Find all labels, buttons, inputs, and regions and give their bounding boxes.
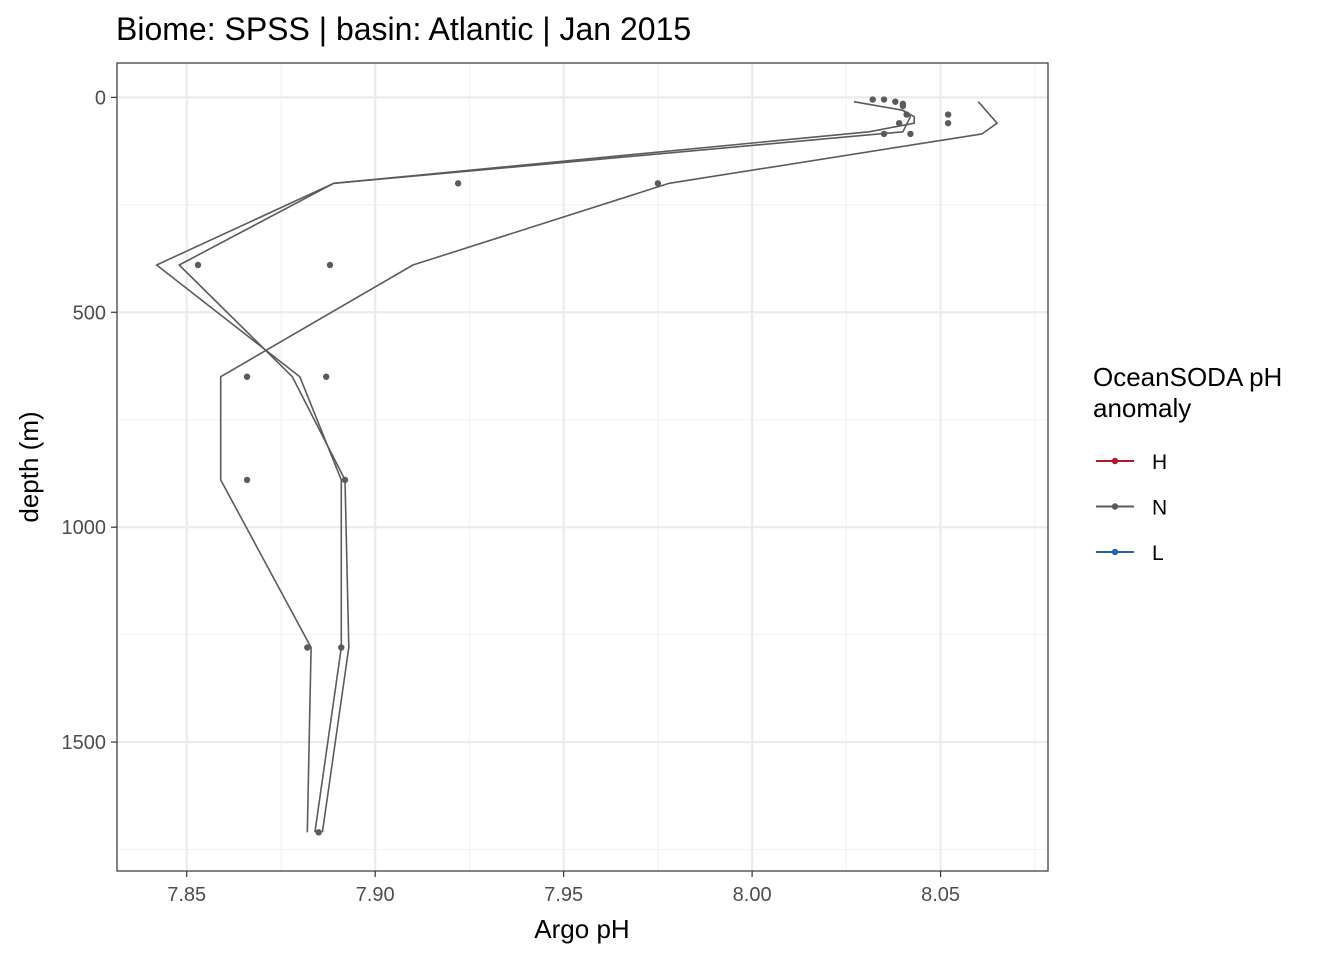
y-tick-label: 1500 bbox=[62, 732, 107, 754]
y-axis: 0 500 1000 1500 bbox=[62, 87, 117, 754]
x-axis: 7.85 7.90 7.95 8.00 8.05 bbox=[167, 871, 960, 906]
profile-point-N bbox=[899, 102, 907, 110]
profile-point-N bbox=[326, 261, 334, 269]
profile-point-N bbox=[892, 98, 899, 105]
x-tick-label: 7.90 bbox=[356, 884, 395, 906]
profile-point-N bbox=[895, 119, 903, 127]
major-gridlines bbox=[117, 63, 1048, 871]
legend-key-point-L bbox=[1111, 548, 1119, 556]
chart-title: Biome: SPSS | basin: Atlantic | Jan 2015 bbox=[116, 11, 691, 47]
x-tick-label: 8.05 bbox=[921, 884, 960, 906]
legend-label-N: N bbox=[1152, 497, 1167, 520]
legend-label-L: L bbox=[1152, 542, 1164, 565]
x-axis-title: Argo pH bbox=[534, 914, 629, 944]
profile-point-N bbox=[903, 111, 910, 118]
profile-point-N bbox=[338, 644, 345, 651]
y-tick-label: 0 bbox=[95, 87, 106, 109]
plot-panel-border bbox=[116, 62, 1049, 872]
profile-point-N bbox=[944, 119, 952, 127]
profile-point-N bbox=[869, 96, 876, 103]
legend: OceanSODA pH anomaly HNL bbox=[1093, 362, 1282, 565]
minor-gridlines bbox=[117, 63, 1048, 871]
y-axis-title: depth (m) bbox=[14, 411, 44, 522]
legend-title-line1: OceanSODA pH bbox=[1093, 362, 1282, 392]
profile-point-N bbox=[322, 373, 330, 380]
legend-title-line2: anomaly bbox=[1093, 393, 1191, 423]
profile-point-N bbox=[654, 180, 662, 187]
profile-point-N bbox=[880, 96, 888, 103]
profile-points bbox=[194, 96, 952, 836]
profile-point-N bbox=[880, 130, 888, 138]
x-tick-label: 7.95 bbox=[544, 884, 583, 906]
profile-point-N bbox=[243, 476, 251, 484]
legend-key-point-H bbox=[1111, 457, 1119, 465]
legend-label-H: H bbox=[1152, 451, 1167, 474]
profile-point-N bbox=[907, 130, 914, 138]
profile-point-N bbox=[944, 111, 952, 118]
x-tick-label: 8.00 bbox=[733, 884, 772, 906]
x-tick-label: 7.85 bbox=[167, 884, 206, 906]
profile-line-N bbox=[219, 101, 998, 833]
profile-point-N bbox=[304, 644, 311, 651]
profile-point-N bbox=[341, 476, 349, 484]
profile-point-N bbox=[315, 829, 322, 836]
profile-point-N bbox=[243, 373, 251, 380]
profile-point-N bbox=[454, 180, 462, 187]
legend-key-point-N bbox=[1111, 503, 1119, 510]
profile-point-N bbox=[194, 261, 202, 269]
y-tick-label: 500 bbox=[73, 302, 106, 324]
profile-line-N bbox=[178, 109, 916, 833]
y-tick-label: 1000 bbox=[62, 517, 107, 539]
